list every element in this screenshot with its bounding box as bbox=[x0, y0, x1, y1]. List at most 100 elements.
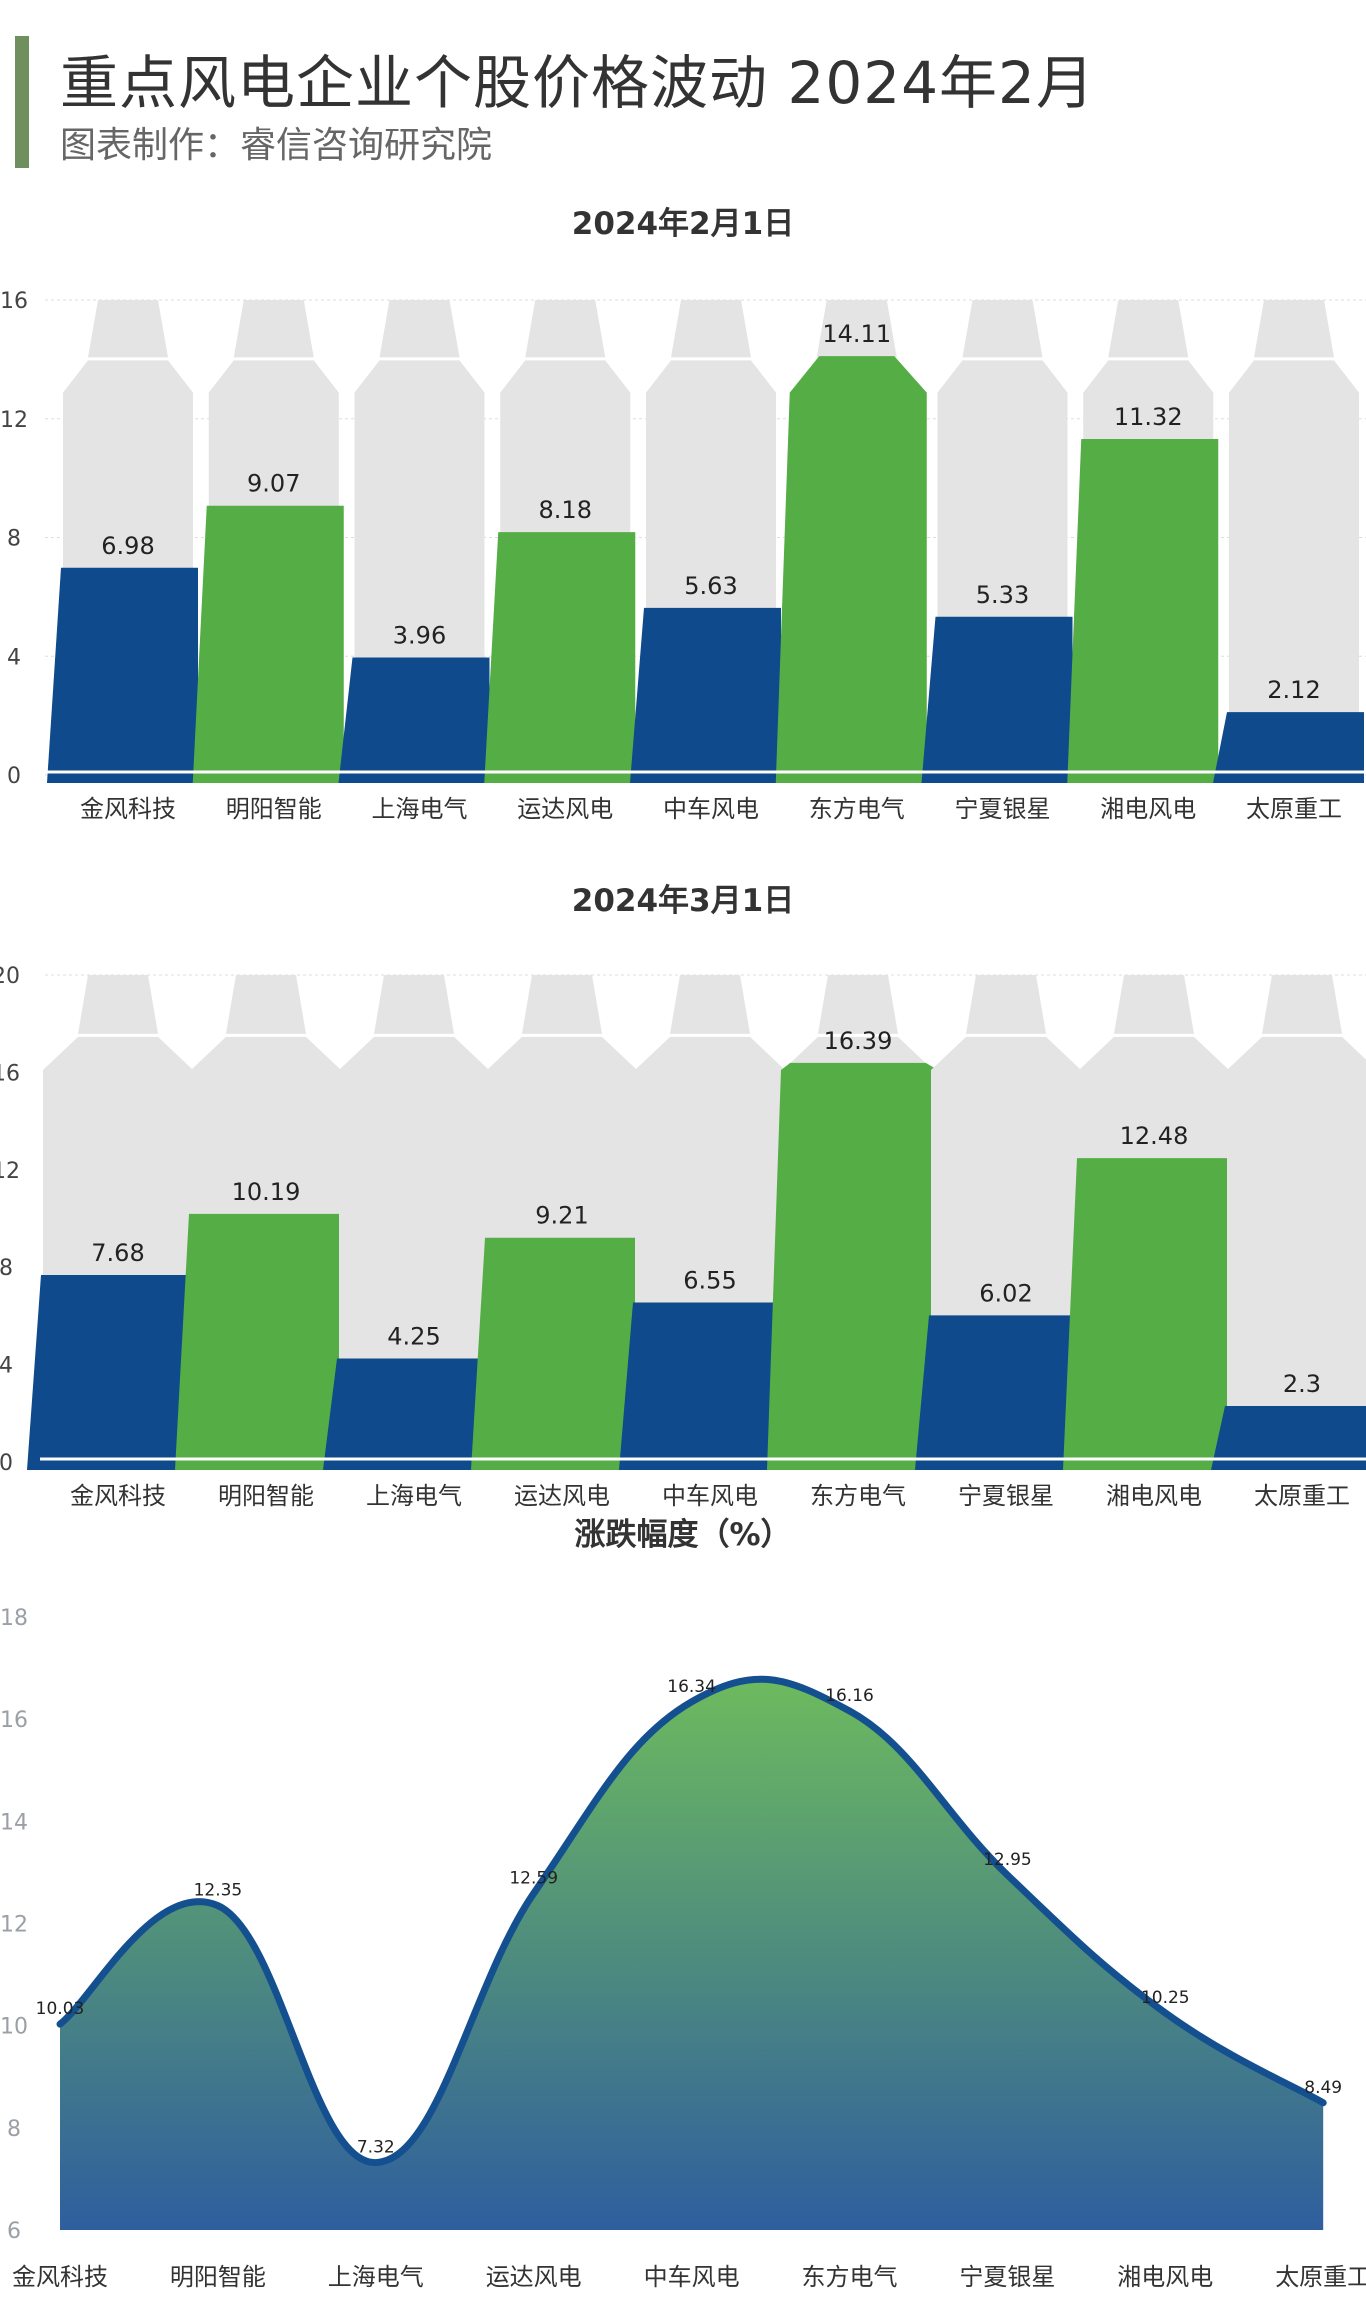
bar-8 bbox=[1063, 1158, 1234, 1470]
bar-5 bbox=[630, 607, 781, 783]
data-label: 8.49 bbox=[1304, 2078, 1342, 2098]
data-label: 11.32 bbox=[1114, 403, 1183, 431]
bottle-neck bbox=[962, 300, 1043, 358]
bottle-neck bbox=[522, 975, 602, 1034]
bottle-neck bbox=[1262, 975, 1342, 1034]
area-fill bbox=[60, 1679, 1324, 2230]
x-tick-label: 金风科技 bbox=[70, 1482, 166, 1510]
y-tick-label: 0 bbox=[0, 1451, 13, 1476]
x-tick-label: 湘电风电 bbox=[1100, 795, 1196, 823]
x-tick-label: 金风科技 bbox=[80, 795, 176, 823]
data-label: 7.68 bbox=[91, 1239, 144, 1267]
bar-6 bbox=[767, 1062, 938, 1470]
data-label: 12.35 bbox=[194, 1881, 243, 1901]
data-label: 2.3 bbox=[1283, 1370, 1321, 1398]
x-tick-label: 东方电气 bbox=[810, 1482, 906, 1510]
data-label: 10.03 bbox=[36, 1999, 85, 2019]
x-tick-label: 太原重工 bbox=[1246, 795, 1342, 823]
data-label: 2.12 bbox=[1267, 676, 1320, 704]
bottle-neck bbox=[525, 300, 606, 358]
bottle-neck bbox=[379, 300, 460, 358]
x-tick-label: 太原重工 bbox=[1275, 2263, 1366, 2291]
x-tick-label: 中车风电 bbox=[663, 795, 759, 823]
data-label: 5.63 bbox=[684, 572, 737, 600]
bar-5 bbox=[619, 1302, 790, 1470]
bottle-neck bbox=[233, 300, 314, 358]
y-tick-label: 12 bbox=[0, 1913, 28, 1938]
bar-7 bbox=[915, 1315, 1086, 1470]
y-tick-label: 8 bbox=[0, 1256, 13, 1281]
area-chart-change: 涨跌幅度（%） 6 8 10 12 14 16 18 10.03 金风科技 12.35 明阳智能 7.… bbox=[0, 1517, 1366, 2291]
bar-3 bbox=[323, 1358, 494, 1470]
bar-8 bbox=[1067, 438, 1219, 783]
x-tick-label: 上海电气 bbox=[366, 1482, 462, 1510]
bottle-neck bbox=[226, 975, 306, 1034]
bottle-neck bbox=[818, 975, 898, 1034]
y-tick-label: 16 bbox=[0, 1061, 20, 1086]
data-label: 16.16 bbox=[825, 1686, 874, 1706]
data-label: 12.48 bbox=[1120, 1122, 1189, 1150]
bottle-neck bbox=[1108, 300, 1189, 358]
y-tick-label: 16 bbox=[0, 289, 28, 314]
bottle-body bbox=[1227, 1036, 1366, 1462]
y-tick-label: 20 bbox=[0, 964, 20, 989]
data-label: 10.25 bbox=[1141, 1988, 1190, 2008]
bottle-neck bbox=[966, 975, 1046, 1034]
bottle-body bbox=[1229, 360, 1359, 775]
page-subtitle: 图表制作：睿信咨询研究院 bbox=[60, 125, 493, 166]
bar-2 bbox=[175, 1213, 346, 1470]
data-label: 6.02 bbox=[979, 1279, 1032, 1307]
x-tick-label: 中车风电 bbox=[644, 2263, 740, 2291]
x-tick-label: 宁夏银星 bbox=[958, 1482, 1054, 1510]
x-tick-label: 宁夏银星 bbox=[959, 2263, 1055, 2291]
bottle-neck bbox=[88, 300, 168, 358]
data-label: 14.11 bbox=[822, 320, 891, 348]
bar-7 bbox=[921, 616, 1073, 783]
x-tick-label: 运达风电 bbox=[514, 1482, 610, 1510]
series-line bbox=[56, 1675, 1327, 2167]
bar-chart-feb: 2024年2月1日 0 4 8 12 16 6.98 金风科技 9.07 明阳智能 3.96 上海电气… bbox=[0, 206, 1366, 823]
data-label: 12.95 bbox=[983, 1850, 1032, 1870]
x-tick-label: 太原重工 bbox=[1254, 1482, 1350, 1510]
y-tick-label: 16 bbox=[0, 1708, 28, 1733]
bar-2 bbox=[192, 505, 344, 783]
data-label: 16.39 bbox=[824, 1027, 893, 1055]
data-label: 16.34 bbox=[667, 1677, 716, 1697]
x-tick-label: 湘电风电 bbox=[1117, 2263, 1213, 2291]
data-label: 9.07 bbox=[247, 470, 300, 498]
y-tick-label: 12 bbox=[0, 1159, 20, 1184]
x-tick-label: 中车风电 bbox=[662, 1482, 758, 1510]
bar-1 bbox=[47, 567, 198, 783]
y-tick-label: 14 bbox=[0, 1810, 28, 1835]
x-tick-label: 运达风电 bbox=[486, 2263, 582, 2291]
data-label: 7.32 bbox=[357, 2138, 395, 2158]
y-tick-label: 12 bbox=[0, 408, 28, 433]
x-tick-label: 上海电气 bbox=[372, 795, 468, 823]
bar-4 bbox=[484, 532, 636, 783]
y-tick-label: 6 bbox=[7, 2219, 21, 2244]
data-label: 8.18 bbox=[539, 496, 592, 524]
data-label: 9.21 bbox=[535, 1202, 588, 1230]
chart-title: 涨跌幅度（%） bbox=[574, 1517, 791, 1553]
y-tick-label: 8 bbox=[7, 2117, 21, 2142]
x-tick-label: 上海电气 bbox=[328, 2263, 424, 2291]
x-tick-label: 东方电气 bbox=[809, 795, 905, 823]
bottle-neck bbox=[816, 300, 897, 358]
y-tick-label: 8 bbox=[7, 527, 21, 552]
bottle-neck bbox=[670, 975, 750, 1034]
bar-3 bbox=[338, 657, 490, 783]
x-tick-label: 东方电气 bbox=[802, 2263, 898, 2291]
chart-title: 2024年2月1日 bbox=[572, 206, 794, 242]
data-label: 6.98 bbox=[101, 532, 154, 560]
x-tick-label: 宁夏银星 bbox=[955, 795, 1051, 823]
bottle-neck bbox=[78, 975, 158, 1034]
x-tick-label: 明阳智能 bbox=[226, 795, 322, 823]
data-label: 6.55 bbox=[683, 1267, 736, 1295]
x-tick-label: 明阳智能 bbox=[218, 1482, 314, 1510]
bottle-neck bbox=[671, 300, 751, 358]
data-label: 5.33 bbox=[976, 581, 1029, 609]
bar-chart-mar: 2024年3月1日 0 4 8 12 16 20 7.68 金风科技 10.19 明阳智能 4.25 上… bbox=[0, 883, 1366, 1510]
x-tick-label: 金风科技 bbox=[12, 2263, 108, 2291]
data-label: 3.96 bbox=[393, 621, 446, 649]
bottle-neck bbox=[1254, 300, 1334, 358]
